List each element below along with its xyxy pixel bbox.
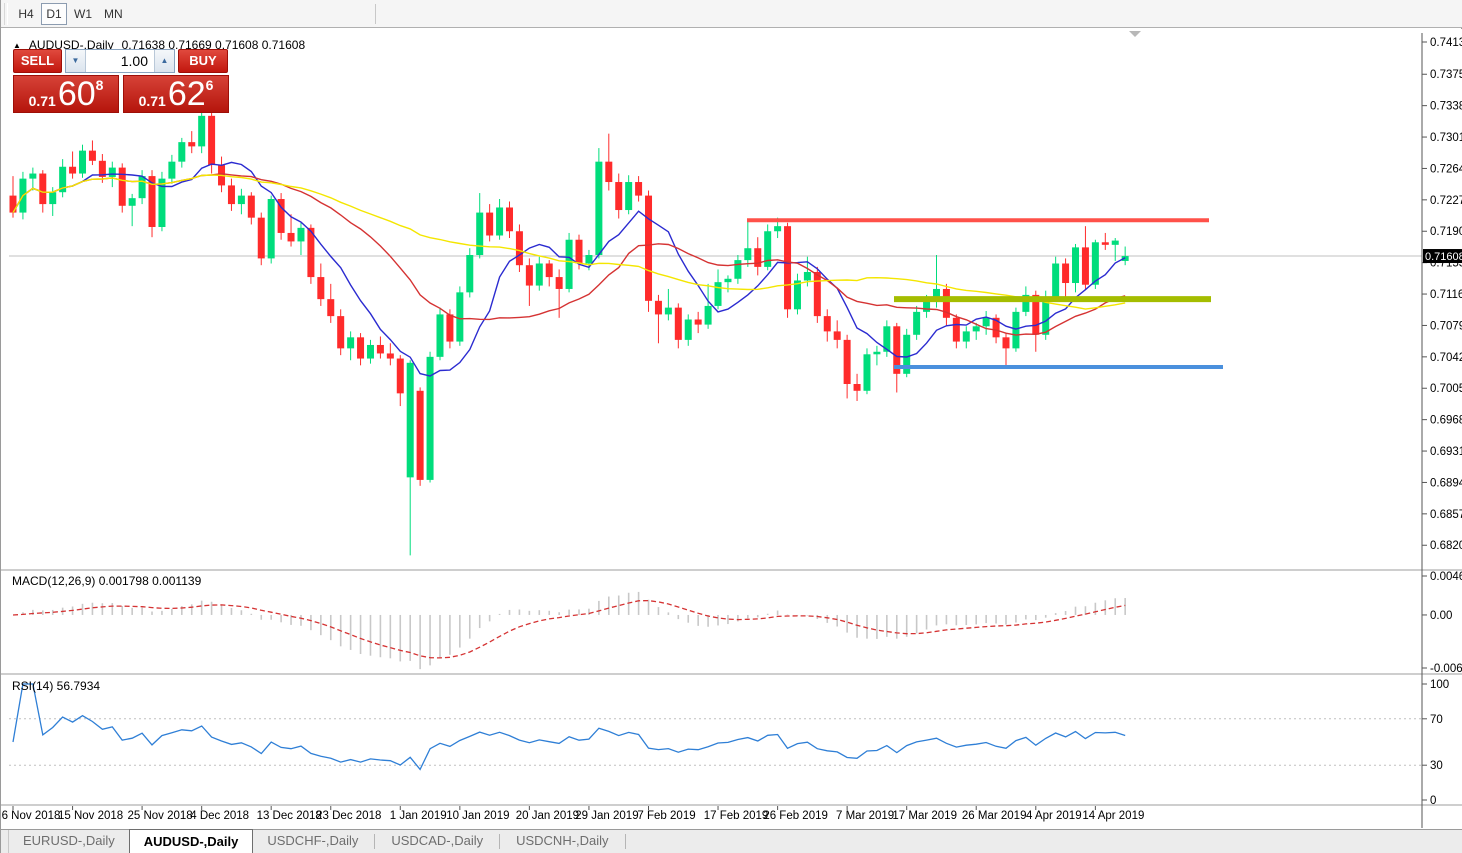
svg-text:25 Nov 2018: 25 Nov 2018 bbox=[127, 810, 192, 822]
svg-text:17 Feb 2019: 17 Feb 2019 bbox=[704, 810, 769, 822]
macd-indicator-label: MACD(12,26,9) 0.001798 0.001139 bbox=[12, 574, 202, 588]
timeframe-toolbar: H4 D1 W1 MN bbox=[1, 0, 1462, 28]
tab-usdcnh[interactable]: USDCNH-,Daily bbox=[516, 833, 609, 848]
timeframe-d1-button[interactable]: D1 bbox=[41, 2, 67, 25]
tab-usdchf[interactable]: USDCHF-,Daily bbox=[267, 833, 359, 848]
timeframe-h4-button[interactable]: H4 bbox=[18, 6, 34, 21]
sell-price-pipette: 8 bbox=[95, 77, 104, 93]
svg-text:29 Jan 2019: 29 Jan 2019 bbox=[575, 810, 638, 822]
tab-separator bbox=[624, 834, 626, 849]
svg-text:0.00: 0.00 bbox=[1430, 610, 1452, 622]
chart-title: ▲ AUDUSD-,Daily 0.71638 0.71669 0.71608 … bbox=[13, 38, 305, 52]
collapse-panel-icon[interactable]: ▲ bbox=[13, 40, 21, 50]
svg-text:10 Jan 2019: 10 Jan 2019 bbox=[446, 810, 509, 822]
volume-increase-icon[interactable]: ▲ bbox=[154, 50, 174, 72]
svg-text:-0.00639: -0.00639 bbox=[1430, 663, 1462, 675]
svg-text:1 Jan 2019: 1 Jan 2019 bbox=[390, 810, 447, 822]
chart-symbol-label: AUDUSD-,Daily bbox=[28, 38, 114, 52]
svg-text:6 Nov 2018: 6 Nov 2018 bbox=[2, 810, 61, 822]
svg-text:7 Mar 2019: 7 Mar 2019 bbox=[836, 810, 894, 822]
timeframe-w1-button[interactable]: W1 bbox=[74, 6, 92, 21]
chart-tab-bar: EURUSD-,Daily AUDUSD-,Daily USDCHF-,Dail… bbox=[1, 829, 1462, 853]
svg-text:4 Apr 2019: 4 Apr 2019 bbox=[1026, 810, 1082, 822]
tab-separator bbox=[499, 834, 501, 849]
buy-price-pipette: 6 bbox=[205, 77, 214, 93]
svg-text:17 Mar 2019: 17 Mar 2019 bbox=[892, 810, 957, 822]
svg-text:13 Dec 2018: 13 Dec 2018 bbox=[257, 810, 322, 822]
svg-text:4 Dec 2018: 4 Dec 2018 bbox=[190, 810, 249, 822]
svg-text:15 Nov 2018: 15 Nov 2018 bbox=[58, 810, 123, 822]
buy-button[interactable]: BUY bbox=[178, 49, 228, 73]
svg-text:26 Mar 2019: 26 Mar 2019 bbox=[962, 810, 1027, 822]
svg-text:7 Feb 2019: 7 Feb 2019 bbox=[637, 810, 695, 822]
tab-eurusd[interactable]: EURUSD-,Daily bbox=[23, 833, 115, 848]
chart-ohlc-values: 0.71638 0.71669 0.71608 0.71608 bbox=[121, 38, 306, 52]
tab-audusd[interactable]: AUDUSD-,Daily bbox=[128, 829, 254, 853]
sell-price-big: 60 bbox=[57, 75, 96, 113]
tabbar-lead bbox=[1, 830, 9, 853]
buy-price-box[interactable]: 0.71 62 6 bbox=[123, 75, 229, 113]
svg-text:0: 0 bbox=[1430, 795, 1436, 807]
volume-input[interactable] bbox=[86, 50, 154, 72]
timeframe-mn-button[interactable]: MN bbox=[104, 6, 123, 21]
one-click-trade-panel: SELL ▼ ▲ BUY 0.71 60 8 0.71 62 6 bbox=[13, 49, 229, 113]
sell-price-prefix: 0.71 bbox=[28, 93, 56, 109]
svg-text:70: 70 bbox=[1430, 714, 1443, 726]
svg-text:0.004694: 0.004694 bbox=[1430, 571, 1462, 583]
volume-decrease-icon[interactable]: ▼ bbox=[66, 50, 86, 72]
svg-text:23 Dec 2018: 23 Dec 2018 bbox=[316, 810, 381, 822]
tab-separator bbox=[374, 834, 376, 849]
volume-stepper: ▼ ▲ bbox=[65, 49, 175, 73]
sell-price-box[interactable]: 0.71 60 8 bbox=[13, 75, 119, 113]
toolbar-separator bbox=[374, 3, 376, 24]
svg-text:20 Jan 2019: 20 Jan 2019 bbox=[516, 810, 579, 822]
svg-text:100: 100 bbox=[1430, 679, 1449, 691]
toolbar-grip-icon bbox=[4, 2, 8, 25]
rsi-indicator-label: RSI(14) 56.7934 bbox=[12, 679, 101, 693]
svg-text:30: 30 bbox=[1430, 760, 1443, 772]
tab-usdcad[interactable]: USDCAD-,Daily bbox=[391, 833, 484, 848]
sell-button[interactable]: SELL bbox=[13, 49, 62, 73]
svg-text:26 Feb 2019: 26 Feb 2019 bbox=[763, 810, 828, 822]
svg-text:0.71608: 0.71608 bbox=[1425, 251, 1462, 263]
svg-text:14 Apr 2019: 14 Apr 2019 bbox=[1082, 810, 1144, 822]
buy-price-prefix: 0.71 bbox=[138, 93, 166, 109]
buy-price-big: 62 bbox=[167, 75, 206, 113]
